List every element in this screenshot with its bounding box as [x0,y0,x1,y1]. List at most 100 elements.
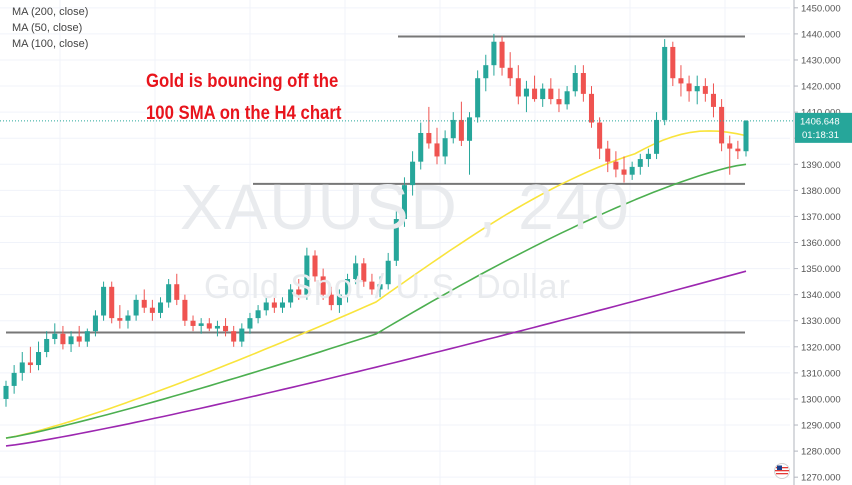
candle-17 [141,289,147,313]
candle-20 [166,279,172,308]
candle-body [133,299,139,316]
candle-body [621,169,627,175]
candle-42 [345,273,351,303]
candle-49 [401,177,407,227]
candle-body [239,328,245,342]
price-tag-countdown: 01:18:31 [802,130,839,141]
ma-line-1 [5,163,747,439]
candle-body [548,88,554,100]
candle-body [605,148,611,162]
candle-body [532,88,538,100]
annotation-line-2: 100 SMA on the H4 chart [146,103,342,124]
y-tick-label-18: 1450.000 [801,3,841,14]
candle-body [588,93,595,123]
candle-body [458,119,464,141]
candle-68 [556,88,562,113]
price-axis-background [794,0,852,485]
candle-body [523,88,529,97]
candle-6 [52,323,58,345]
candle-body [68,336,74,345]
candle-37 [304,247,310,300]
candle-80 [654,112,660,160]
candle-66 [540,83,546,107]
candle-62 [507,52,513,87]
candle-21 [174,273,180,306]
candle-body [271,302,277,308]
candle-4 [36,341,42,371]
candle-71 [580,65,586,102]
symbol-watermark: XAUUSD , 240 [180,171,631,243]
candle-body [92,315,98,332]
candle-body [44,338,50,353]
candle-33 [271,294,277,313]
y-tick-label-15: 1420.000 [801,82,841,93]
candle-65 [532,75,538,102]
candle-51 [418,122,424,170]
candle-5 [44,331,50,358]
candle-56 [458,101,464,147]
candle-body [483,65,489,79]
legend-ma100[interactable]: MA (100, close) [12,38,89,50]
candle-60 [491,33,497,76]
candle-body [743,120,749,152]
candle-body [231,331,237,342]
candle-body [141,299,147,308]
candle-body [288,289,294,303]
candle-body [223,325,229,332]
candle-body [637,159,643,167]
candle-82 [670,41,676,87]
candle-70 [572,65,578,97]
candle-body [426,132,432,144]
candle-body [182,299,188,321]
candle-body [377,284,383,290]
candle-23 [190,315,196,332]
candle-body [613,161,619,170]
legend-ma50[interactable]: MA (50, close) [12,22,83,34]
candle-53 [434,127,440,165]
ma-line-2 [5,270,747,447]
candle-41 [336,289,342,313]
candle-83 [678,65,684,97]
candle-55 [450,112,456,144]
candle-body [361,263,367,282]
candle-3 [27,346,33,373]
candle-body [255,310,261,319]
candle-7 [60,325,66,350]
candle-22 [182,294,188,326]
candle-57 [466,112,473,175]
candle-body [84,331,90,342]
legend-ma200[interactable]: MA (200, close) [12,6,89,18]
y-tick-label-0: 1270.000 [801,473,841,484]
candle-body [719,106,725,144]
candle-77 [629,161,635,180]
candle-body [491,41,497,66]
candle-86 [702,78,708,102]
candle-32 [263,297,269,316]
y-tick-label-9: 1360.000 [801,238,841,249]
y-tick-label-11: 1380.000 [801,186,841,197]
candle-38 [312,250,318,282]
candle-body [320,276,326,295]
candle-body [336,294,342,306]
candle-body [410,161,416,186]
candle-body [442,138,448,157]
y-tick-label-10: 1370.000 [801,212,841,223]
candle-24 [198,318,204,334]
candle-11 [92,310,98,337]
candle-84 [686,75,692,102]
candles [3,33,749,407]
moving-averages [5,130,747,447]
candle-body [597,122,603,149]
candle-body [572,73,578,92]
candle-2 [19,352,25,381]
candle-27 [223,318,229,337]
candle-36 [296,279,302,300]
candle-18 [149,299,155,321]
candle-body [393,219,399,261]
candle-body [434,143,440,157]
y-tick-label-16: 1430.000 [801,55,841,66]
candle-48 [393,211,399,266]
us-flag-icon[interactable] [774,463,790,479]
candle-16 [133,294,139,321]
